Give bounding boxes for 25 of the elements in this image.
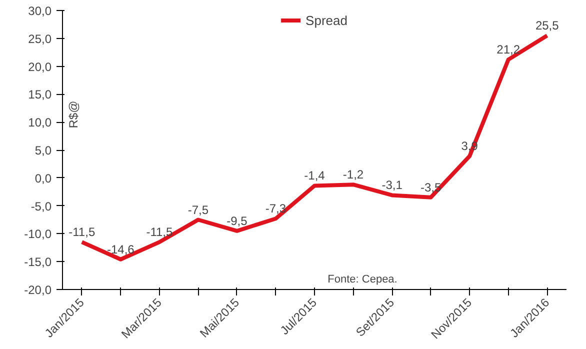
data-label: 25,5 — [535, 18, 560, 33]
data-label: 21,2 — [496, 42, 520, 57]
data-label: -9,5 — [226, 214, 248, 228]
y-tick-label: 15,0 — [28, 88, 52, 102]
data-label: -7,3 — [265, 202, 286, 216]
y-axis-title: R$@ — [66, 100, 80, 128]
y-tick-label: 5,0 — [34, 144, 52, 158]
y-tick-label: -10,0 — [24, 227, 52, 242]
data-label: -3,1 — [382, 178, 403, 192]
data-label: -14,6 — [106, 242, 135, 256]
data-label: -1,4 — [304, 168, 326, 183]
y-tick-label: 30,0 — [28, 4, 52, 18]
y-tick-label: 25,0 — [28, 32, 52, 46]
y-tick-label: -20,0 — [24, 283, 52, 297]
legend-label: Spread — [306, 12, 348, 28]
y-tick-label: 20,0 — [28, 60, 52, 74]
data-label: -1,2 — [342, 168, 364, 182]
data-label: -11,5 — [146, 225, 173, 240]
y-tick-label: 0,0 — [34, 171, 52, 186]
y-tick-label: -15,0 — [24, 255, 52, 270]
annotation: Fonte: Cepea. — [328, 274, 398, 286]
y-tick-label: -5,0 — [30, 199, 52, 214]
y-tick-label: 10,0 — [28, 116, 52, 130]
data-label: -7,5 — [188, 202, 209, 217]
data-label: -11,5 — [68, 225, 96, 240]
